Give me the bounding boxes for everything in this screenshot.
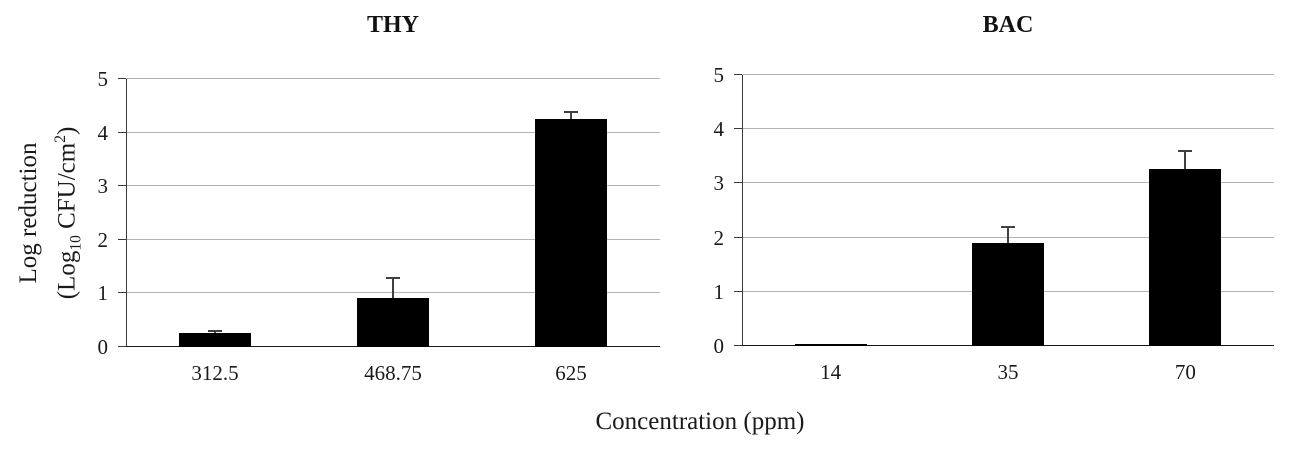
y-axis-line	[126, 79, 127, 347]
error-bar-line-70	[1184, 150, 1187, 169]
error-bar-line-35	[1007, 226, 1009, 244]
bar-thy-625	[535, 119, 607, 347]
chart-title-thy: THY	[366, 12, 419, 38]
y-tick-label-0: 0	[713, 334, 725, 358]
y-tick-label-3: 3	[97, 174, 109, 199]
bar-thy-312.5	[179, 333, 251, 347]
y-tick-label-1: 1	[97, 281, 109, 306]
error-bar-cap-625	[564, 111, 578, 114]
gridline-y5	[126, 78, 660, 79]
y-axis-tick-1	[118, 292, 126, 294]
gridline-y3	[126, 185, 660, 187]
error-bar-cap-468.75	[386, 276, 400, 279]
category-label-625: 625	[555, 361, 587, 385]
y-tick-label-5: 5	[97, 67, 109, 91]
y-axis-tick-1	[734, 290, 742, 292]
y-axis-tick-5	[734, 74, 742, 75]
gridline-y2	[126, 238, 660, 240]
gridline-y5	[742, 74, 1274, 75]
y-axis-tick-2	[734, 236, 742, 238]
y-tick-label-4: 4	[97, 120, 109, 145]
y-tick-label-2: 2	[713, 225, 725, 250]
error-bar-cap-312.5	[208, 329, 222, 332]
y-axis-tick-3	[118, 185, 126, 187]
error-bar-cap-70	[1178, 149, 1193, 152]
y-tick-label-0: 0	[97, 335, 109, 359]
y-axis-tick-4	[734, 128, 742, 130]
y-axis-tick-5	[118, 78, 126, 79]
y-axis-tick-2	[118, 238, 126, 240]
y-tick-label-1: 1	[713, 279, 725, 304]
y-tick-label-2: 2	[97, 227, 109, 252]
error-bar-cap-35	[1001, 225, 1015, 228]
y-axis-label-line2: (Log10 CFU/cm2)	[52, 126, 85, 300]
y-axis-line	[742, 75, 743, 346]
gridline-y4	[126, 131, 660, 133]
category-label-468.75: 468.75	[364, 361, 422, 385]
bar-thy-468.75	[357, 297, 429, 347]
error-bar-line-468.75	[392, 277, 394, 298]
y-axis-label: Log reduction (Log10 CFU/cm2)	[13, 53, 84, 373]
category-label-14: 14	[820, 360, 842, 384]
y-axis-tick-0	[118, 346, 126, 347]
error-bar-line-312.5	[214, 330, 216, 334]
y-axis-tick-0	[734, 345, 742, 346]
gridline-y4	[742, 128, 1274, 130]
error-bar-line-625	[570, 112, 572, 120]
category-label-312.5: 312.5	[191, 361, 239, 385]
category-label-70: 70	[1174, 360, 1196, 384]
y-tick-label-5: 5	[713, 63, 725, 87]
y-axis-tick-4	[118, 131, 126, 133]
chart-title-bac: BAC	[982, 12, 1034, 38]
y-tick-label-3: 3	[713, 171, 725, 196]
y-axis-tick-3	[734, 182, 742, 184]
plot-area-thy: 0 1 2 3 4 5 312.5 468.75 625	[98, 67, 660, 385]
category-label-35: 35	[997, 360, 1019, 384]
plot-area-bac: 0 1 2 3 4 5 14 35 70	[714, 63, 1274, 384]
gridline-y3	[742, 182, 1274, 184]
bar-bac-14	[794, 344, 867, 346]
bar-bac-35	[972, 243, 1044, 346]
bar-bac-70	[1149, 168, 1222, 346]
x-axis-label: Concentration (ppm)	[595, 408, 805, 435]
y-tick-label-4: 4	[713, 117, 725, 142]
y-axis-label-line1: Log reduction	[15, 142, 42, 284]
